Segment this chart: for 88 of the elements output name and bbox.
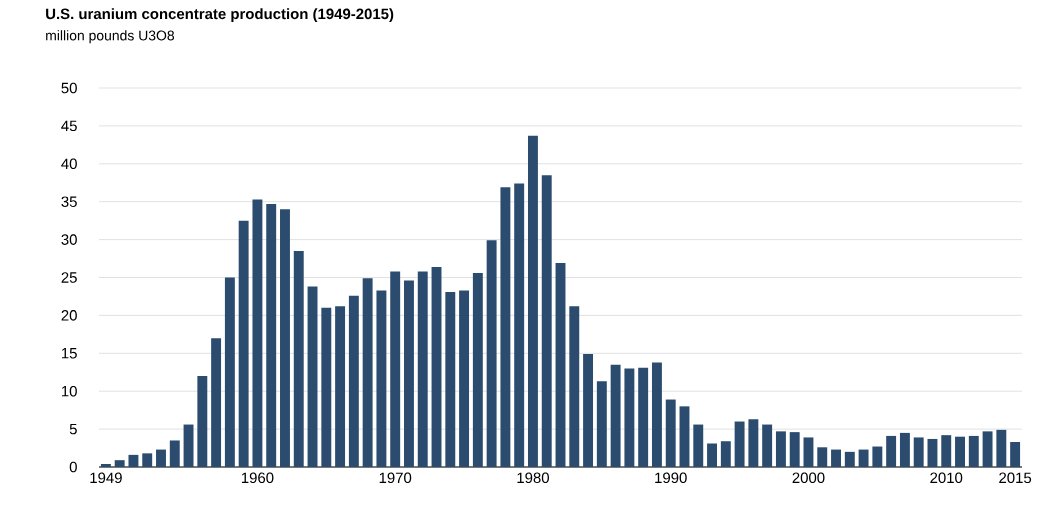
- bar: [982, 431, 993, 467]
- bar: [596, 381, 607, 467]
- bar: [293, 250, 304, 467]
- bar: [321, 307, 332, 467]
- bar: [693, 424, 704, 467]
- bar: [968, 435, 979, 467]
- bar: [941, 435, 952, 467]
- bar: [169, 440, 180, 467]
- bar: [514, 183, 525, 467]
- bar: [459, 290, 470, 467]
- bar: [886, 435, 897, 467]
- x-tick-label: 1970: [379, 472, 412, 484]
- bar: [100, 463, 111, 467]
- bar: [569, 306, 580, 467]
- bar: [720, 441, 731, 467]
- bar: [417, 271, 428, 467]
- bar: [789, 432, 800, 467]
- bar: [404, 280, 414, 467]
- bar: [183, 424, 194, 467]
- y-tick-label: 15: [62, 348, 77, 359]
- x-tick-label: 1960: [241, 472, 274, 484]
- chart-title: U.S. uranium concentrate production (1949-2015): [46, 8, 394, 23]
- y-tick-label: 40: [61, 158, 77, 170]
- bar: [583, 354, 594, 467]
- bar: [927, 438, 938, 467]
- bar: [1010, 441, 1021, 467]
- bar: [817, 447, 828, 467]
- bar: [831, 449, 841, 467]
- bar: [610, 364, 621, 467]
- chart-subtitle: million pounds U3O8: [46, 30, 175, 44]
- y-tick-label: 5: [69, 423, 77, 435]
- bar: [252, 199, 263, 467]
- bar: [390, 271, 401, 467]
- bar: [651, 362, 662, 467]
- bar: [376, 290, 387, 467]
- bar: [913, 437, 924, 467]
- bar: [211, 338, 222, 467]
- bar: [238, 220, 249, 467]
- bar: [527, 135, 538, 467]
- x-tick-label: 1990: [655, 472, 687, 484]
- bar: [541, 175, 552, 467]
- bar: [762, 424, 773, 467]
- y-tick-label: 50: [61, 82, 77, 94]
- bar: [280, 209, 290, 467]
- bar: [734, 421, 745, 467]
- bar: [872, 446, 883, 467]
- bar: [707, 443, 717, 467]
- bar: [500, 187, 511, 467]
- y-tick-label: 20: [61, 310, 77, 321]
- bar: [486, 240, 497, 467]
- y-tick-label: 35: [61, 196, 77, 207]
- bar: [445, 291, 456, 467]
- y-tick-label: 45: [61, 120, 77, 132]
- bar: [224, 277, 235, 467]
- bar: [624, 368, 635, 467]
- bar: [844, 451, 855, 467]
- bar: [748, 419, 759, 467]
- bar: [899, 432, 910, 467]
- bar: [431, 266, 442, 467]
- bar: [803, 437, 814, 467]
- x-tick-label: 2010: [930, 472, 963, 484]
- bar: [335, 306, 346, 467]
- bar: [156, 449, 166, 467]
- bar: [775, 431, 786, 467]
- x-tick-label: 2015: [999, 472, 1032, 484]
- bar: [266, 203, 277, 467]
- bar: [472, 272, 483, 467]
- y-tick-label: 0: [69, 461, 77, 473]
- y-tick-label: 25: [61, 272, 77, 283]
- bar: [955, 436, 965, 467]
- bar: [197, 376, 208, 467]
- bar: [555, 263, 566, 467]
- bar: [362, 278, 373, 467]
- bar: [114, 460, 125, 467]
- bar: [142, 453, 153, 467]
- bar: [348, 295, 359, 467]
- x-tick-label: 1980: [517, 472, 549, 484]
- bar: [665, 399, 676, 467]
- bar: [638, 367, 649, 467]
- y-tick-label: 10: [62, 385, 77, 397]
- x-tick-label: 1949: [90, 472, 122, 484]
- y-tick-label: 30: [61, 234, 77, 245]
- bar: [996, 429, 1007, 467]
- bar: [128, 454, 139, 467]
- x-tick-label: 2000: [792, 472, 825, 484]
- bar: [679, 406, 690, 467]
- bar: [858, 449, 869, 467]
- bar: [307, 286, 318, 467]
